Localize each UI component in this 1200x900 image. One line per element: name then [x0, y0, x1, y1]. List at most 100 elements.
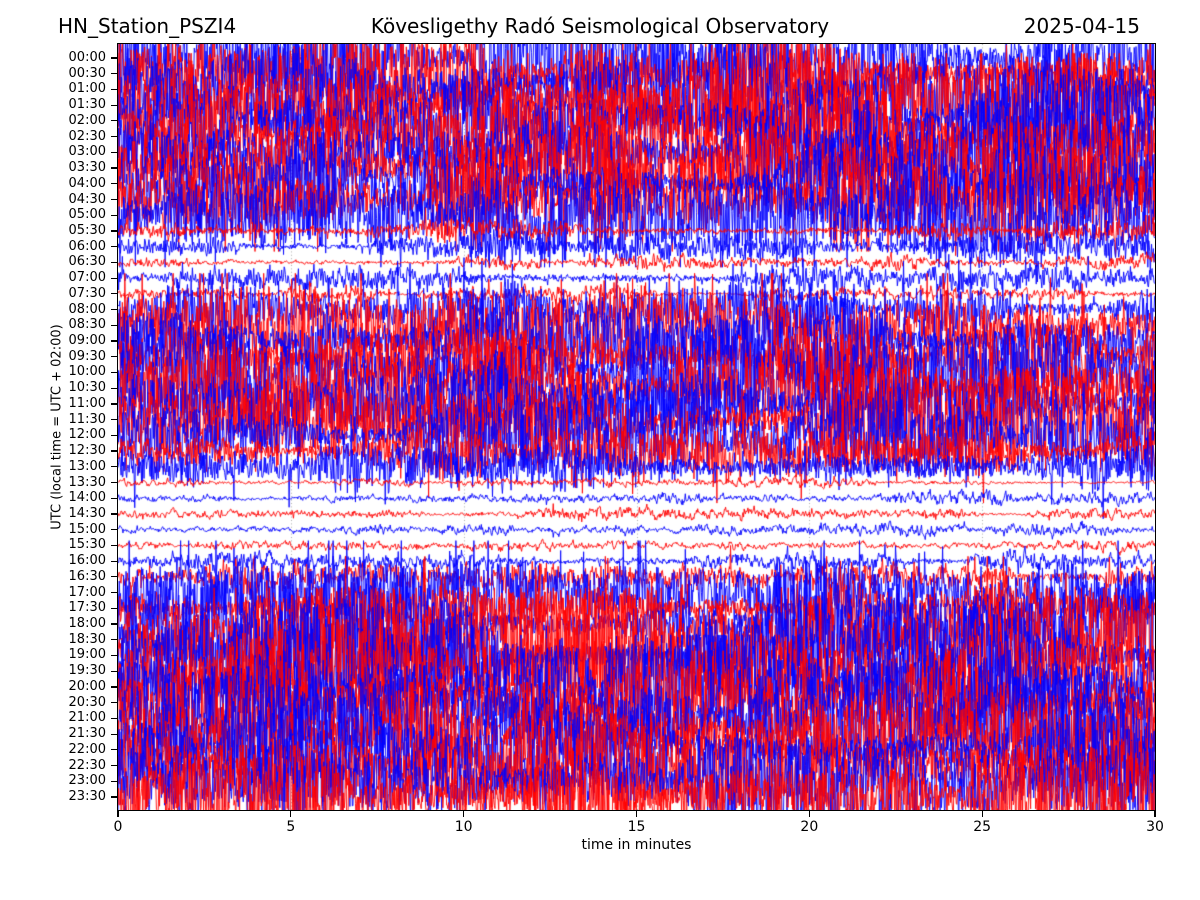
y-tick-label: 05:00 — [68, 207, 106, 223]
y-tick-mark — [111, 780, 117, 782]
y-tick-mark — [111, 419, 117, 421]
y-tick-mark — [111, 403, 117, 405]
y-tick-mark — [111, 387, 117, 389]
y-tick-mark — [111, 57, 117, 59]
y-tick-mark — [111, 513, 117, 515]
x-tick-mark — [1154, 811, 1156, 817]
y-tick-mark — [111, 340, 117, 342]
y-tick-mark — [111, 104, 117, 106]
y-tick-mark — [111, 497, 117, 499]
y-tick-label: 13:30 — [68, 474, 106, 490]
x-tick-mark — [808, 811, 810, 817]
x-tick-mark — [635, 811, 638, 817]
y-tick-label: 19:00 — [68, 647, 106, 663]
y-tick-mark — [111, 466, 117, 468]
y-tick-label: 22:30 — [68, 757, 106, 773]
y-tick-label: 04:00 — [68, 175, 106, 191]
y-tick-mark — [111, 560, 117, 562]
y-tick-mark — [111, 293, 117, 295]
y-tick-mark — [111, 136, 117, 138]
y-tick-mark — [111, 544, 117, 546]
y-tick-mark — [111, 749, 117, 751]
y-tick-label: 14:30 — [68, 505, 106, 521]
y-tick-mark — [111, 654, 117, 657]
y-tick-label: 02:30 — [68, 128, 106, 144]
y-tick-label: 15:30 — [68, 537, 106, 553]
y-tick-label: 21:00 — [68, 710, 106, 726]
y-tick-mark — [111, 450, 117, 452]
y-tick-label: 06:30 — [68, 254, 106, 270]
y-tick-label: 23:00 — [68, 773, 106, 789]
y-tick-label: 08:00 — [68, 301, 106, 317]
y-tick-mark — [111, 183, 117, 185]
y-tick-mark — [111, 167, 117, 169]
y-tick-label: 10:00 — [68, 364, 106, 380]
x-tick-label: 20 — [800, 819, 819, 835]
y-tick-label: 12:00 — [68, 427, 106, 443]
x-tick-label: 0 — [113, 819, 123, 835]
y-tick-mark — [111, 371, 117, 374]
y-tick-label: 20:30 — [68, 694, 106, 710]
y-tick-label: 13:00 — [68, 458, 106, 474]
y-tick-label: 01:00 — [68, 81, 106, 97]
y-tick-label: 09:30 — [68, 348, 106, 364]
y-tick-mark — [111, 686, 117, 688]
y-tick-label: 16:30 — [68, 568, 106, 584]
y-tick-label: 15:00 — [68, 521, 106, 537]
y-tick-mark — [111, 198, 117, 201]
y-tick-label: 01:30 — [68, 97, 106, 113]
y-tick-label: 03:30 — [68, 160, 106, 176]
date-title: 2025-04-15 — [1023, 14, 1140, 38]
y-tick-mark — [111, 717, 117, 719]
y-tick-mark — [111, 151, 117, 153]
y-tick-mark — [111, 308, 117, 311]
y-tick-mark — [111, 796, 117, 798]
y-tick-mark — [111, 230, 117, 232]
y-tick-mark — [111, 356, 117, 358]
y-tick-label: 00:30 — [68, 65, 106, 81]
seismogram-traces-canvas — [117, 43, 1155, 810]
y-tick-label: 12:30 — [68, 443, 106, 459]
y-tick-mark — [111, 73, 117, 75]
y-tick-label: 20:00 — [68, 678, 106, 694]
y-tick-label: 18:00 — [68, 616, 106, 632]
y-tick-label: 23:30 — [68, 788, 106, 804]
y-tick-mark — [111, 702, 117, 704]
y-tick-mark — [111, 623, 117, 625]
y-tick-mark — [111, 214, 117, 216]
y-tick-mark — [111, 733, 117, 735]
y-tick-label: 17:30 — [68, 600, 106, 616]
y-tick-label: 04:30 — [68, 191, 106, 207]
y-tick-label: 06:00 — [68, 238, 106, 254]
y-tick-label: 03:00 — [68, 144, 106, 160]
y-tick-mark — [111, 591, 117, 594]
y-tick-label: 19:30 — [68, 663, 106, 679]
y-tick-label: 21:30 — [68, 726, 106, 742]
x-tick-mark — [981, 811, 983, 817]
y-tick-label: 07:30 — [68, 285, 106, 301]
y-tick-mark — [111, 277, 117, 279]
y-tick-mark — [111, 434, 117, 436]
y-tick-mark — [111, 88, 117, 91]
x-tick-mark — [290, 811, 292, 817]
x-tick-mark — [463, 811, 465, 817]
x-tick-mark — [117, 811, 119, 817]
observatory-title: Kövesligethy Radó Seismological Observat… — [370, 14, 830, 38]
y-tick-label: 07:00 — [68, 270, 106, 286]
y-tick-label: 10:30 — [68, 380, 106, 396]
y-tick-label: 14:00 — [68, 490, 106, 506]
y-tick-mark — [111, 764, 117, 767]
y-tick-label: 22:00 — [68, 741, 106, 757]
y-tick-mark — [111, 639, 117, 641]
y-tick-mark — [111, 529, 117, 531]
y-tick-mark — [111, 607, 117, 609]
y-tick-label: 08:30 — [68, 317, 106, 333]
x-tick-label: 25 — [973, 819, 992, 835]
x-axis-label: time in minutes — [581, 837, 692, 853]
y-tick-label: 11:00 — [68, 395, 106, 411]
y-tick-label: 18:30 — [68, 631, 106, 647]
y-tick-mark — [111, 261, 117, 263]
x-tick-label: 5 — [286, 819, 296, 835]
y-tick-label: 05:30 — [68, 222, 106, 238]
